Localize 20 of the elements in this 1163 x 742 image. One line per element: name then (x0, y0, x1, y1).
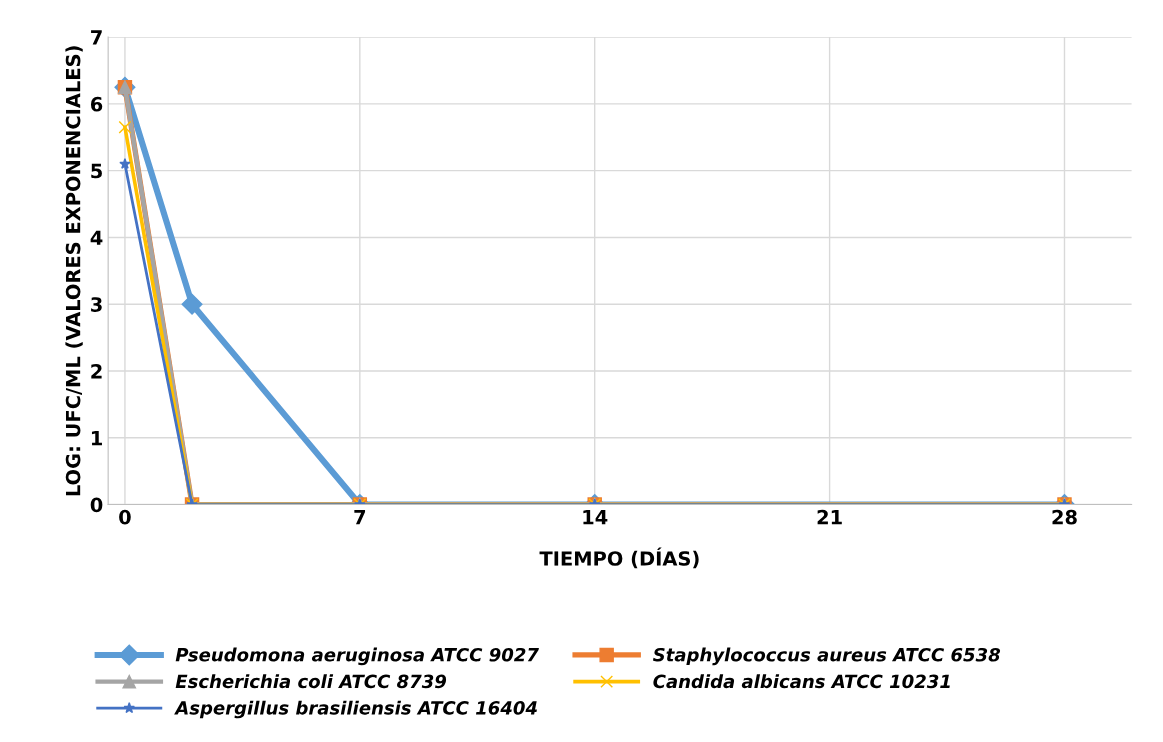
legend-label: Candida albicans ATCC 10231 (653, 674, 950, 689)
legend-label: Aspergillus brasiliensis ATCC 16404 (174, 700, 537, 719)
y-tick-label: 4 (90, 230, 103, 245)
y-tick-label: 0 (90, 497, 103, 513)
y-axis-title: LOG: UFC/ML (VALORES EXPONENCIALES) (65, 46, 83, 496)
y-tick-label: 5 (91, 163, 102, 179)
x-tick-label: 14 (583, 510, 608, 525)
x-tick-label: 0 (119, 509, 131, 525)
y-tick-label: 6 (90, 96, 103, 112)
legend-label: Pseudomona aeruginosa ATCC 9027 (175, 647, 539, 666)
x-tick-label: 7 (354, 510, 366, 525)
y-tick-label: 1 (91, 430, 102, 446)
y-tick-label: 3 (91, 297, 102, 312)
x-tick-label: 21 (817, 509, 842, 525)
y-tick-label: 2 (91, 363, 102, 379)
x-tick-label: 28 (1052, 509, 1077, 525)
y-tick-label: 7 (91, 30, 102, 45)
legend-label: Escherichia coli ATCC 8739 (175, 674, 447, 689)
x-axis-title: TIEMPO (DÍAS) (539, 547, 699, 569)
legend-label: Staphylococcus aureus ATCC 6538 (652, 647, 1001, 666)
